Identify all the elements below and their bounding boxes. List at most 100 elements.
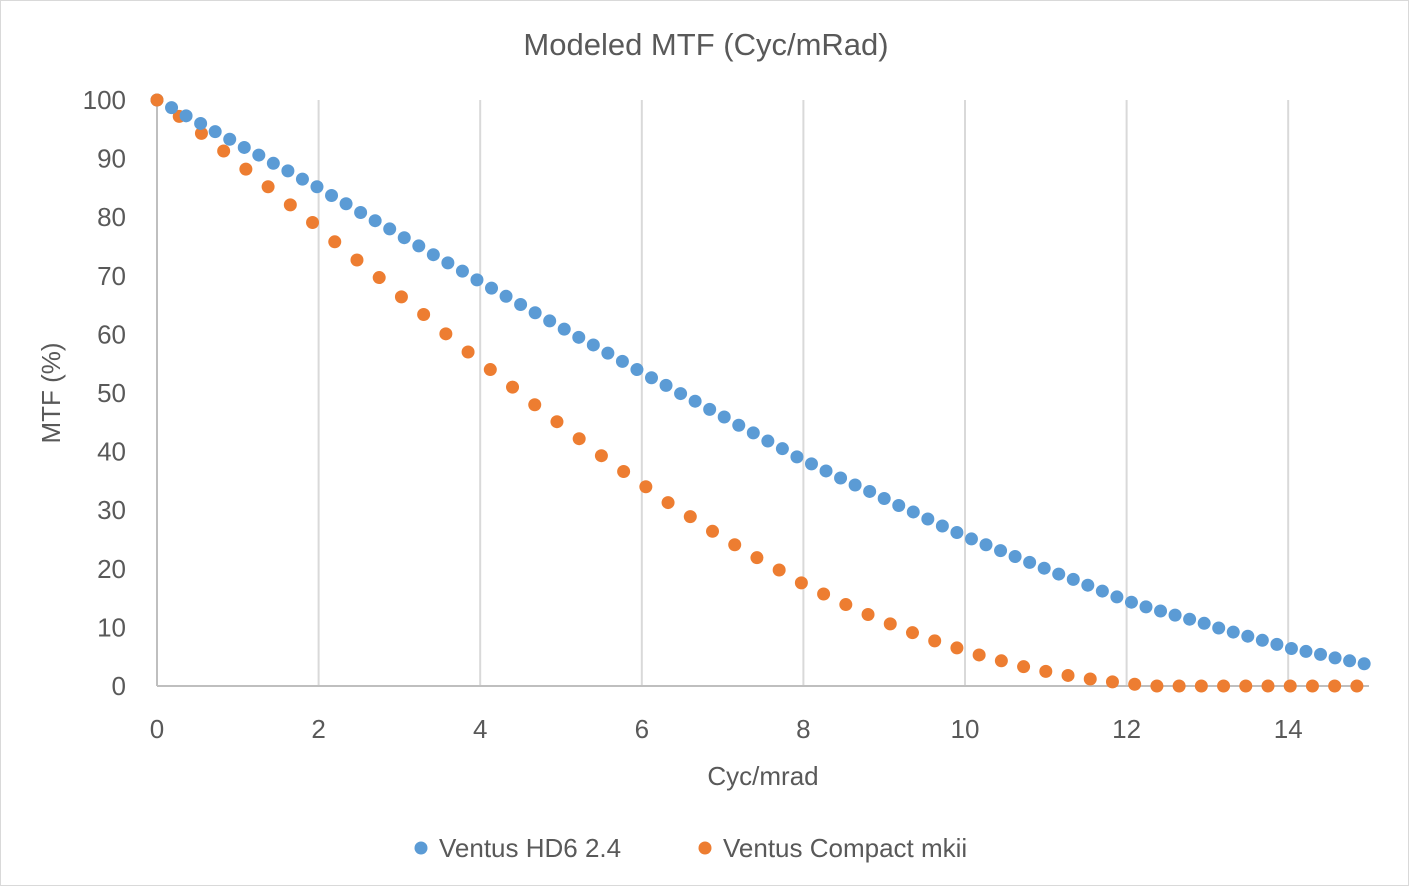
x-tick-label: 10 <box>951 714 980 744</box>
data-point <box>877 491 891 505</box>
legend: Ventus HD6 2.4 Ventus Compact mkii <box>414 833 967 863</box>
data-point <box>1194 679 1208 693</box>
data-point <box>543 314 557 328</box>
data-point <box>514 298 528 312</box>
data-point <box>1110 590 1124 604</box>
data-point <box>1061 668 1075 682</box>
data-point <box>950 641 964 655</box>
x-tick-label: 14 <box>1274 714 1303 744</box>
data-point <box>819 464 833 478</box>
data-point <box>906 505 920 519</box>
data-point <box>470 273 484 287</box>
data-point <box>439 327 453 341</box>
data-point <box>761 434 775 448</box>
data-point <box>706 524 719 538</box>
data-point <box>165 101 179 115</box>
data-point <box>528 398 542 412</box>
data-point <box>461 345 475 359</box>
data-point <box>794 576 808 590</box>
data-point <box>1017 660 1031 674</box>
data-point <box>557 322 571 336</box>
y-tick-label: 10 <box>97 612 126 642</box>
data-point <box>339 197 353 211</box>
data-point <box>644 371 658 385</box>
data-point <box>325 189 339 203</box>
data-point <box>594 449 608 463</box>
data-point <box>1270 637 1284 651</box>
data-point <box>1183 612 1197 626</box>
data-point <box>839 598 853 612</box>
data-point <box>586 338 600 352</box>
data-point <box>1328 679 1342 693</box>
data-point <box>883 617 897 631</box>
data-point <box>455 264 469 278</box>
data-point <box>1283 679 1297 693</box>
data-point <box>350 253 364 267</box>
data-point <box>848 478 862 492</box>
data-point <box>1284 641 1298 655</box>
data-point <box>266 156 280 170</box>
data-point <box>661 496 675 510</box>
data-point <box>239 162 253 176</box>
data-point <box>804 457 818 471</box>
data-point <box>964 532 978 546</box>
data-point <box>194 126 208 140</box>
data-point <box>383 222 397 236</box>
data-point <box>1081 578 1095 592</box>
data-point <box>1328 651 1342 665</box>
x-tick-label: 12 <box>1112 714 1141 744</box>
data-point <box>208 125 222 139</box>
data-point <box>863 484 877 498</box>
y-tick-label: 80 <box>97 202 126 232</box>
y-tick-label: 60 <box>97 319 126 349</box>
data-point <box>412 239 426 253</box>
data-point <box>979 538 993 552</box>
y-tick-label: 0 <box>112 671 126 701</box>
data-point <box>790 450 804 464</box>
data-point <box>179 109 193 123</box>
y-tick-label: 100 <box>83 85 126 115</box>
data-point <box>935 519 949 533</box>
data-point <box>1305 679 1319 693</box>
data-point <box>1226 625 1240 639</box>
y-tick-label: 30 <box>97 495 126 525</box>
data-point <box>703 402 717 416</box>
data-point <box>674 387 688 401</box>
data-point <box>775 442 789 456</box>
data-point <box>1212 621 1226 635</box>
data-point <box>572 330 586 344</box>
data-point <box>485 281 499 295</box>
data-point <box>717 410 731 424</box>
y-axis-label: MTF (%) <box>36 342 66 443</box>
data-point <box>994 544 1008 558</box>
data-point <box>1105 675 1119 689</box>
data-point <box>1066 572 1080 586</box>
data-point <box>194 116 208 130</box>
data-point <box>1261 679 1275 693</box>
data-point <box>368 214 382 228</box>
x-tick-label: 2 <box>311 714 325 744</box>
data-point <box>1039 664 1053 678</box>
axes <box>156 100 1369 687</box>
data-point <box>261 180 275 194</box>
data-point <box>1154 604 1168 618</box>
data-point <box>732 418 746 432</box>
data-point <box>617 465 631 479</box>
data-point <box>1150 679 1164 693</box>
legend-marker-ventus-compact <box>698 841 712 855</box>
data-point <box>1217 679 1231 693</box>
data-point <box>237 140 251 154</box>
data-point <box>1128 677 1142 691</box>
data-point <box>550 415 564 429</box>
data-point <box>928 634 942 648</box>
data-point <box>834 471 848 485</box>
data-point <box>281 164 295 178</box>
data-point <box>746 426 760 440</box>
data-point <box>639 480 653 494</box>
data-point <box>223 132 237 146</box>
x-tick-labels: 0 2 4 6 8 10 12 14 <box>150 714 1303 744</box>
data-point <box>1314 647 1328 661</box>
y-tick-labels: 0 10 20 30 40 50 60 70 80 90 100 <box>83 85 126 701</box>
